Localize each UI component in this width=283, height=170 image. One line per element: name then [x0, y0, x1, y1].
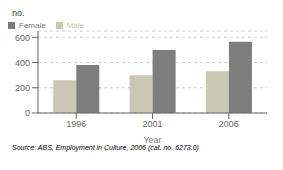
svg-text:0: 0: [25, 108, 30, 118]
svg-text:Year: Year: [143, 135, 161, 143]
svg-text:200: 200: [15, 83, 30, 93]
svg-text:1996: 1996: [66, 119, 86, 129]
svg-text:400: 400: [15, 58, 30, 68]
svg-text:600: 600: [15, 33, 30, 43]
html-text:Female: Female: [19, 21, 46, 30]
svg-text:2001: 2001: [142, 119, 162, 129]
html-text:Male: Male: [66, 21, 84, 30]
html-text:no.: no.: [12, 8, 25, 18]
svg-text:2006: 2006: [219, 119, 239, 129]
html-text:Source: ABS, Employment in Cul: Source: ABS, Employment in Culture, 2006…: [12, 144, 199, 151]
